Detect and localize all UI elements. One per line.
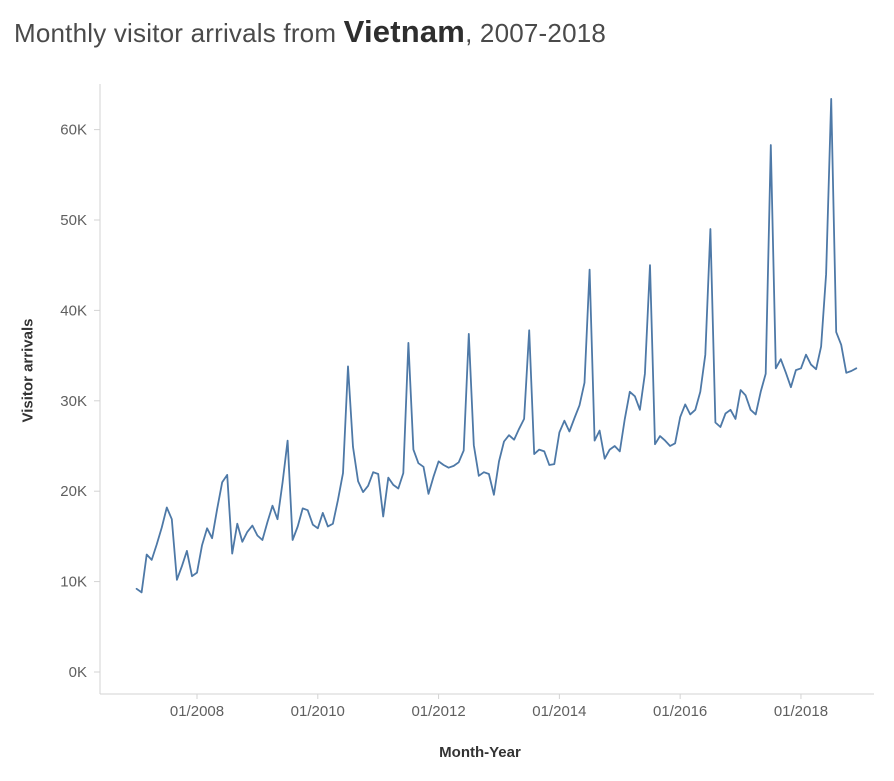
y-tick-label: 60K [60,122,87,139]
x-tick-label: 01/2014 [532,703,586,720]
y-tick-label: 20K [60,483,87,500]
page-title: Monthly visitor arrivals from Vietnam, 2… [14,14,874,50]
y-tick-label: 50K [60,212,87,229]
y-tick-label: 10K [60,574,87,591]
x-axis-title: Month-Year [439,744,521,761]
title-suffix: , 2007-2018 [465,18,607,48]
x-tick-label: 01/2008 [170,703,224,720]
title-country: Vietnam [343,14,466,49]
x-tick-label: 01/2018 [774,703,828,720]
x-tick-label: 01/2010 [291,703,345,720]
y-tick-label: 0K [69,664,87,681]
y-tick-label: 30K [60,393,87,410]
y-tick-label: 40K [60,302,87,319]
x-tick-label: 01/2016 [653,703,707,720]
x-tick-label: 01/2012 [411,703,465,720]
title-prefix: Monthly visitor arrivals from [14,18,344,48]
visitor-arrivals-line[interactable] [135,98,858,594]
